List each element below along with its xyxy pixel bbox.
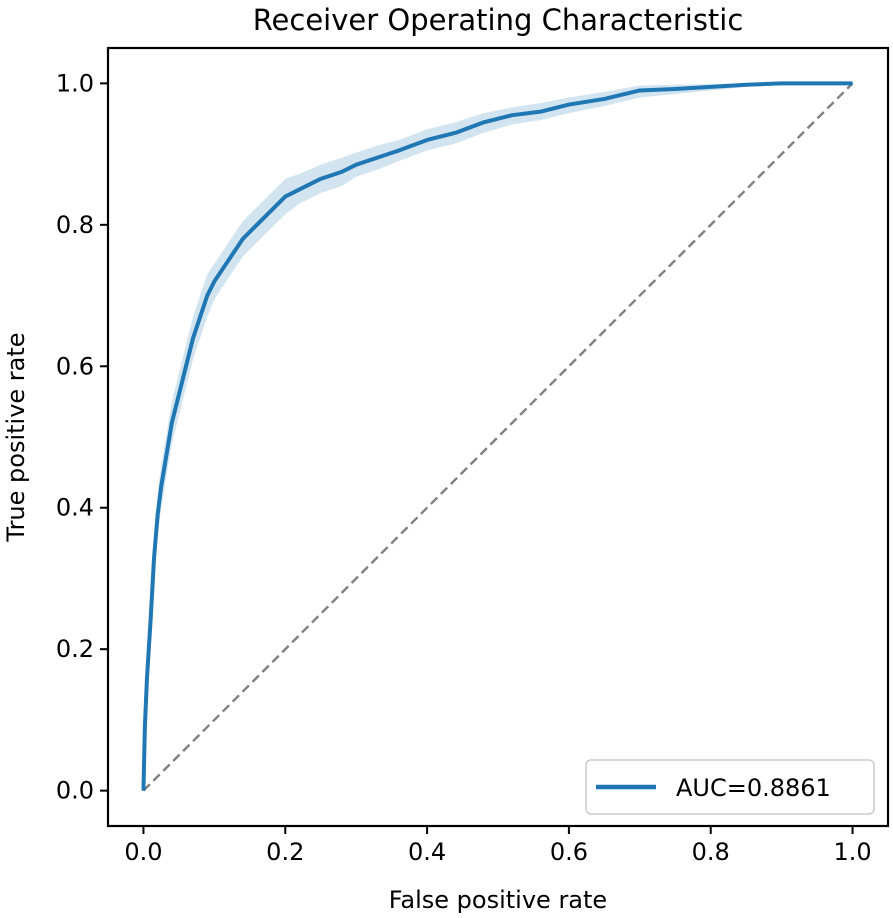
x-axis-ticks: 0.0 0.2 0.4 0.6 0.8 1.0 xyxy=(124,826,872,866)
y-tick-label: 1.0 xyxy=(56,69,94,97)
y-tick-label: 0.0 xyxy=(56,777,94,805)
legend: AUC=0.8861 xyxy=(585,759,875,815)
roc-confidence-band xyxy=(143,83,853,791)
x-tick-label: 0.0 xyxy=(124,838,162,866)
x-tick-label: 0.4 xyxy=(408,838,446,866)
chance-diagonal-line xyxy=(142,82,854,792)
legend-label: AUC=0.8861 xyxy=(676,774,831,802)
plot-area xyxy=(141,81,854,792)
chart-title: Receiver Operating Characteristic xyxy=(253,3,744,37)
x-axis-label: False positive rate xyxy=(389,886,607,914)
y-tick-label: 0.2 xyxy=(56,635,94,663)
y-tick-label: 0.4 xyxy=(56,494,94,522)
legend-box xyxy=(585,759,875,815)
x-tick-label: 1.0 xyxy=(833,838,871,866)
y-axis-ticks: 0.0 0.2 0.4 0.6 0.8 1.0 xyxy=(56,69,108,805)
x-tick-label: 0.8 xyxy=(692,838,730,866)
y-axis-label: True positive rate xyxy=(2,332,30,542)
x-tick-label: 0.6 xyxy=(550,838,588,866)
roc-curve-line xyxy=(141,81,853,791)
y-tick-label: 0.6 xyxy=(56,352,94,380)
y-tick-label: 0.8 xyxy=(56,211,94,239)
axes-frame xyxy=(106,46,890,828)
x-tick-label: 0.2 xyxy=(266,838,304,866)
